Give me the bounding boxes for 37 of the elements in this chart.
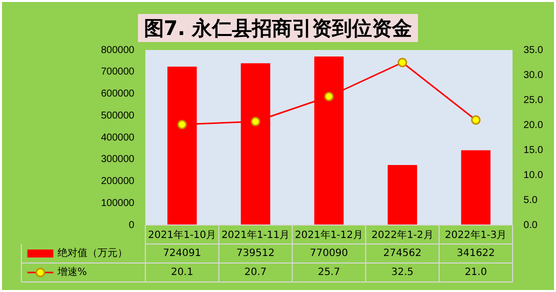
- y-tick-label: 300000: [100, 154, 135, 166]
- legend-label: 增速%: [56, 266, 87, 278]
- data-label: 21.0: [464, 267, 487, 278]
- y-tick-label: 0: [128, 220, 135, 231]
- y-tick-label: 700000: [100, 66, 135, 78]
- x-tick-label: 2022年1-2月: [371, 229, 434, 242]
- y2-tick-label: 10.0: [524, 170, 544, 181]
- y2-tick-label: 35.0: [524, 44, 544, 56]
- y-tick-label: 100000: [100, 198, 135, 209]
- x-tick-label: 2021年1-11月: [221, 229, 290, 242]
- bar: [461, 150, 491, 225]
- x-tick-label: 2021年1-12月: [294, 229, 364, 242]
- y-tick-label: 600000: [100, 88, 135, 100]
- y2-tick-label: 15.0: [524, 144, 544, 156]
- y-tick-label: 500000: [100, 110, 135, 122]
- chart-title: 图7. 永仁县招商引资到位资金: [138, 14, 418, 42]
- data-label: 341622: [456, 248, 495, 260]
- data-label: 32.5: [391, 267, 414, 278]
- x-tick-label: 2022年1-3月: [444, 229, 507, 242]
- legend-label: 绝对值（万元）: [57, 247, 128, 260]
- x-tick-label: 2021年1-10月: [148, 229, 216, 242]
- y-tick-label: 400000: [100, 132, 135, 144]
- y2-tick-label: 30.0: [524, 70, 544, 81]
- y-tick-label: 200000: [100, 176, 135, 187]
- data-label: 739512: [236, 248, 275, 260]
- y2-tick-label: 5.0: [524, 194, 538, 206]
- data-label: 274562: [383, 248, 422, 260]
- data-label: 770090: [310, 248, 348, 260]
- data-label: 20.1: [170, 267, 194, 278]
- y-tick-label: 800000: [100, 44, 135, 56]
- data-label: 20.7: [244, 267, 267, 278]
- y2-tick-label: 0.0: [524, 220, 538, 231]
- bar: [388, 164, 418, 225]
- data-label: 724091: [162, 248, 202, 260]
- y2-tick-label: 20.0: [524, 120, 544, 131]
- data-label: 25.7: [318, 267, 340, 278]
- y2-tick-label: 25.0: [524, 94, 544, 106]
